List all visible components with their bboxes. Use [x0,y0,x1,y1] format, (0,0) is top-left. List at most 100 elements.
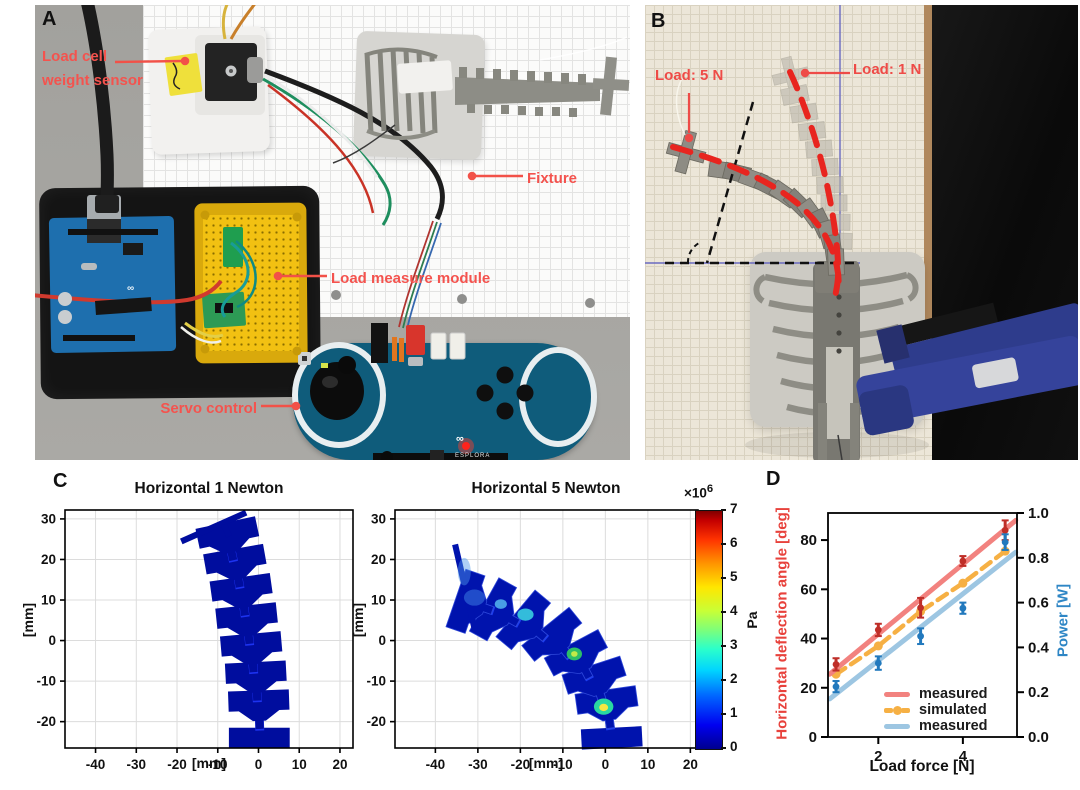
panel-b-photo: Load: 5 N Load: 1 N B [645,5,1078,460]
gridlines [395,510,698,748]
svg-text:20: 20 [332,757,347,772]
panel-a-overlay: ∞ ESPLORA ∞ [35,5,630,460]
wire-teal [220,241,250,318]
svg-text:0: 0 [602,757,610,772]
arduino-details: ∞ [58,229,158,341]
legend-swatch-0 [884,691,910,697]
esplora-details: ∞ ESPLORA [292,323,597,460]
svg-text:0.4: 0.4 [1028,639,1050,656]
axis-ticks: -40 -30 -20 -10 0 10 20 30 20 10 0 -10 -20 [36,511,347,772]
fea2-ylabel: [mm] [350,602,366,638]
colorbar-ticks: 0 1 2 3 4 5 6 7 [721,501,766,754]
label-fixture: Fixture [527,170,578,187]
colorbar-tick [721,679,726,681]
panel-b-overlay [645,5,1078,460]
fea-spine [445,543,643,750]
colorbar-tick [721,645,726,647]
esplora-text: ESPLORA [455,453,490,459]
angle-arc [686,241,702,264]
label-load-5n: Load: 5 N [655,67,724,84]
svg-text:-40: -40 [426,757,446,772]
colorbar-tick [721,713,726,715]
label-load-measure-module: Load measure module [331,270,491,287]
svg-text:4: 4 [959,748,968,765]
colorbar-tick [721,577,726,579]
svg-text:0: 0 [809,729,817,746]
svg-text:30: 30 [41,511,56,526]
wire-green [262,77,392,226]
label-servo-control: Servo control [160,400,257,417]
svg-text:-40: -40 [86,757,106,772]
paper-dot [585,298,595,308]
usb-cable [81,5,114,208]
paper-dot [331,290,341,300]
fea2-title: Horizontal 5 Newton [471,480,621,497]
fea1-xlabel: [mm] [191,755,227,771]
svg-text:20: 20 [41,552,56,567]
svg-text:10: 10 [41,593,56,608]
white-string [539,36,628,61]
power-led [462,442,470,450]
fea-plot: -40 -30 -20 -10 0 10 20 30 20 10 0 -10 -20 [366,509,699,772]
panel-letter-c: C [53,470,68,492]
legend-item-measured-power: measured [884,718,1024,734]
svg-text:-20: -20 [36,714,56,729]
svg-text:-20: -20 [366,714,386,729]
colorbar-tick-label: 1 [730,705,738,720]
d-legend: measured simulated measured [884,686,1024,734]
load-bar [452,543,479,632]
axis-ticks: -40 -30 -20 -10 0 10 20 30 20 10 0 -10 -20 [366,511,697,772]
svg-text:60: 60 [800,581,817,598]
wire-teal-2 [235,240,257,309]
svg-text:0: 0 [378,633,386,648]
wire-yellow [221,5,229,40]
svg-text:40: 40 [800,631,817,648]
colorbar-tick-label: 3 [730,637,738,652]
wire-white [264,73,379,178]
wire-red [267,83,375,214]
colorbar-tick-label: 7 [730,501,738,516]
colorbar-tick-label: 5 [730,569,738,584]
panel-a-photo: ∞ ESPLORA ∞ Load [35,5,630,460]
thin-wire-b [837,434,843,460]
amplifier-chip [215,303,233,313]
svg-text:2: 2 [874,748,882,765]
deflection-axis-dashed [705,101,755,264]
svg-text:10: 10 [292,757,307,772]
svg-text:∞: ∞ [127,283,134,294]
svg-text:0: 0 [48,633,56,648]
svg-text:80: 80 [800,532,817,549]
red-usb-connector [406,325,425,355]
series-measured-points-error [832,533,1009,694]
svg-text:-10: -10 [553,757,573,772]
colorbar-tick-label: 0 [730,739,738,754]
wire-orange [229,5,256,40]
fea-spine [180,509,290,748]
legend-swatch-1 [884,705,910,715]
table-edge [924,5,933,323]
d-ylabel-left: Horizontal deflection angle [deg] [773,507,791,740]
colorbar-scale: ×106 [684,483,714,501]
svg-text:0.0: 0.0 [1028,729,1049,746]
printed-tail [332,36,630,164]
svg-text:0.8: 0.8 [1028,550,1049,567]
clamp [856,302,1078,436]
legend-swatch-2 [884,723,910,729]
ribbon-blue [406,222,442,330]
tape-scribble [172,62,181,90]
svg-text:10: 10 [371,593,386,608]
fea-plot: -40 -30 -20 -10 0 10 20 30 20 10 0 -10 -20 [36,509,354,772]
ribbon-green [402,221,438,329]
d-ylabel-right: Power [W] [1054,583,1072,658]
series-measured-points-error [832,519,1009,672]
d-xlabel: Load force [N] [869,758,975,775]
wire-black-sleeve [264,68,445,221]
svg-text:0: 0 [255,757,263,772]
panel-letter-a: A [42,8,57,30]
colorbar-tick [721,747,726,749]
wire-yellow-short [184,321,224,338]
panel-letter-b: B [651,10,666,32]
legend-item-simulated: simulated [884,702,1024,718]
